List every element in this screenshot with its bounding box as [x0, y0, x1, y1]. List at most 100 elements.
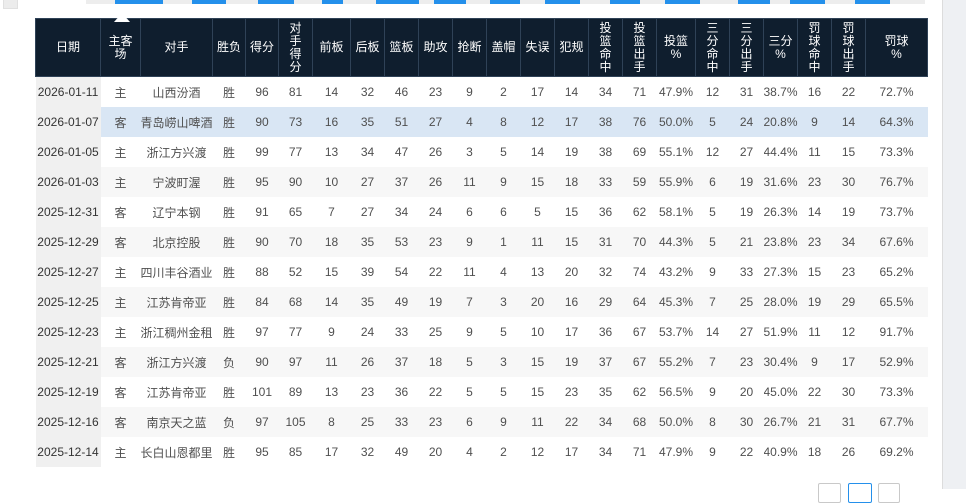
stat-cell-ft-pct: 91.7% [879, 325, 914, 339]
stat-cell-blk: 5 [500, 385, 507, 399]
stat-cell-home-away: 客 [114, 385, 127, 400]
stat-cell-stl: 3 [466, 145, 473, 159]
table-row[interactable]: 2025-12-29 客北京控股胜 90 70 18 35 53 23 9 1 11 15 31 70 44… [35, 227, 928, 257]
column-header-3p-pct[interactable]: 三分% [763, 18, 798, 77]
column-header-fga[interactable]: 投篮出手 [622, 18, 657, 77]
column-header-3pa[interactable]: 三分出手 [729, 18, 764, 77]
top-tab-fragment[interactable] [258, 0, 294, 4]
stat-cell-opponent: 北京控股 [140, 227, 213, 257]
stat-cell-fta: 17 [831, 347, 866, 377]
stat-cell-fg-pct: 55.2% [656, 347, 696, 377]
stat-cell-fga: 59 [622, 167, 657, 197]
top-tab-fragment[interactable] [434, 0, 466, 4]
top-tab-fragment[interactable] [376, 0, 419, 4]
column-header-ft-pct[interactable]: 罚球% [865, 18, 928, 77]
top-tab-fragment[interactable] [610, 0, 640, 4]
stat-cell-opponent: 浙江方兴渡 [146, 145, 207, 160]
column-header-label: 得 [289, 46, 302, 61]
stat-cell-blk: 9 [486, 407, 521, 437]
column-header-fg-pct[interactable]: 投篮% [656, 18, 696, 77]
stat-cell-ast: 25 [428, 325, 443, 339]
column-header-reb[interactable]: 篮板 [384, 18, 419, 77]
stat-cell-result: 胜 [212, 167, 246, 197]
table-row[interactable]: 2025-12-14 主长白山恩都里胜 95 85 17 32 49 20 4 2 12 17 34 71… [35, 437, 928, 467]
column-header-stl[interactable]: 抢断 [452, 18, 487, 77]
top-tab-fragment[interactable] [738, 0, 770, 4]
column-header-ftm[interactable]: 罚球命中 [797, 18, 832, 77]
pagination-prev-button[interactable] [818, 483, 841, 503]
stat-cell-foul: 17 [564, 325, 579, 339]
table-row[interactable]: 2025-12-19 客 江苏肯帝亚胜 101 89 13 23 36 22 5 5 15 23 35 62… [35, 377, 928, 407]
column-header-label: 抢断 [457, 40, 482, 54]
stat-cell-fgm: 36 [598, 325, 613, 339]
stat-cell-foul: 20 [564, 265, 579, 279]
stat-cell-ast: 24 [428, 205, 443, 219]
pagination-current-button[interactable] [848, 483, 872, 503]
column-header-date[interactable]: 日期 [35, 18, 101, 77]
column-header-3pm[interactable]: 三分命中 [695, 18, 730, 77]
top-tab-fragment[interactable] [665, 0, 700, 4]
table-row[interactable]: 2026-01-05 主 浙江方兴渡胜 99 77 13 34 47 26 3 5 14 19 38 69 5… [35, 137, 928, 167]
stat-cell-result: 胜 [222, 85, 235, 100]
stat-cell-opp-points: 73 [278, 107, 313, 137]
table-row[interactable]: 2026-01-07 客青岛崂山啤酒胜 90 73 16 35 51 27 4 8 12 17 38 76… [35, 107, 928, 137]
stat-cell-reb: 33 [394, 325, 409, 339]
column-header-opponent[interactable]: 对手 [140, 18, 213, 77]
stat-cell-3pa: 30 [729, 407, 764, 437]
column-header-fta[interactable]: 罚球出手 [831, 18, 866, 77]
stat-cell-off-reb: 18 [312, 227, 351, 257]
stat-cell-fgm: 34 [598, 445, 613, 459]
date-cell: 2025-12-14 [35, 437, 101, 467]
pagination-next-button[interactable] [878, 483, 900, 503]
stat-cell-home-away: 主 [114, 145, 127, 160]
stat-cell-tov: 12 [520, 107, 555, 137]
stat-cell-home-away: 客 [100, 227, 141, 257]
table-row[interactable]: 2025-12-25 主江苏肯帝亚胜 84 68 14 35 49 19 7 3 20 16 29 64 4… [35, 287, 928, 317]
top-tab-fragment[interactable] [545, 0, 580, 4]
table-row[interactable]: 2025-12-16 客南京天之蓝负 97 105 8 25 33 23 6 9 11 22 34 68 5… [35, 407, 928, 437]
stat-cell-blk: 8 [486, 107, 521, 137]
column-header-def-reb[interactable]: 后板 [350, 18, 385, 77]
column-header-fgm[interactable]: 投篮命中 [588, 18, 623, 77]
stat-cell-foul: 15 [564, 205, 579, 219]
table-row[interactable]: 2026-01-11 主 山西汾酒 胜 96 81 14 32 46 23 9 2 17 14 34 71 47… [35, 76, 928, 107]
stat-cell-stl: 5 [466, 385, 473, 399]
stat-cell-result: 胜 [222, 205, 235, 220]
top-tab-fragment[interactable] [490, 0, 520, 4]
column-header-off-reb[interactable]: 前板 [312, 18, 351, 77]
column-header-ast[interactable]: 助攻 [418, 18, 453, 77]
stat-cell-fg-pct: 55.9% [656, 167, 696, 197]
column-header-opp-points[interactable]: 对手得分 [278, 18, 313, 77]
stat-cell-off-reb: 15 [324, 265, 339, 279]
column-header-label: 命 [599, 46, 612, 61]
stat-cell-fta: 30 [841, 385, 856, 399]
top-tab-fragment[interactable] [192, 0, 226, 4]
stat-cell-ft-pct: 65.2% [879, 265, 914, 279]
column-header-label: 罚球 [884, 33, 909, 48]
stat-cell-ft-pct: 64.3% [865, 107, 928, 137]
column-header-result[interactable]: 胜负 [212, 18, 246, 77]
table-row[interactable]: 2025-12-27 主四川丰谷酒业胜 88 52 15 39 54 22 11 4 13 20 32 7… [35, 257, 928, 287]
top-tab-fragment[interactable] [790, 0, 825, 4]
column-header-foul[interactable]: 犯规 [554, 18, 589, 77]
column-header-home-away[interactable]: 主客场 [100, 18, 141, 77]
stat-cell-ast: 18 [418, 347, 453, 377]
column-header-blk[interactable]: 盖帽 [486, 18, 521, 77]
column-header-tov[interactable]: 失误 [520, 18, 555, 77]
top-tab-fragment[interactable] [855, 0, 890, 4]
stat-cell-stl: 5 [452, 347, 487, 377]
stats-table-header: 日期 主客场对手 胜负 得分对手得分前板 后板 篮板 助攻 抢断 盖帽 失误 犯规投篮命中投篮出手投… [35, 18, 928, 77]
top-tab-fragment[interactable] [322, 0, 343, 4]
table-row[interactable]: 2026-01-03 主宁波町渥胜 95 90 10 27 37 26 11 9 15 18 33 59 5… [35, 167, 928, 197]
table-row[interactable]: 2025-12-31 客辽宁本钢胜 91 65 7 27 34 24 6 6 5 15 36 62 58.1… [35, 197, 928, 227]
stat-cell-fga: 62 [632, 205, 647, 219]
stat-cell-points: 97 [245, 407, 279, 437]
stat-cell-fta: 29 [831, 287, 866, 317]
table-row[interactable]: 2025-12-21 客浙江方兴渡负 90 97 11 26 37 18 5 3 15 19 37 67 5… [35, 347, 928, 377]
table-row[interactable]: 2025-12-23 主浙江稠州金租胜 97 77 9 24 33 25 9 5 10 17 36 67 5… [35, 317, 928, 347]
stat-cell-opp-points: 85 [288, 445, 303, 459]
top-tab-fragment[interactable] [115, 0, 163, 4]
stat-cell-result: 负 [212, 407, 246, 437]
column-header-label: 得分 [249, 40, 274, 54]
column-header-points[interactable]: 得分 [245, 18, 279, 77]
